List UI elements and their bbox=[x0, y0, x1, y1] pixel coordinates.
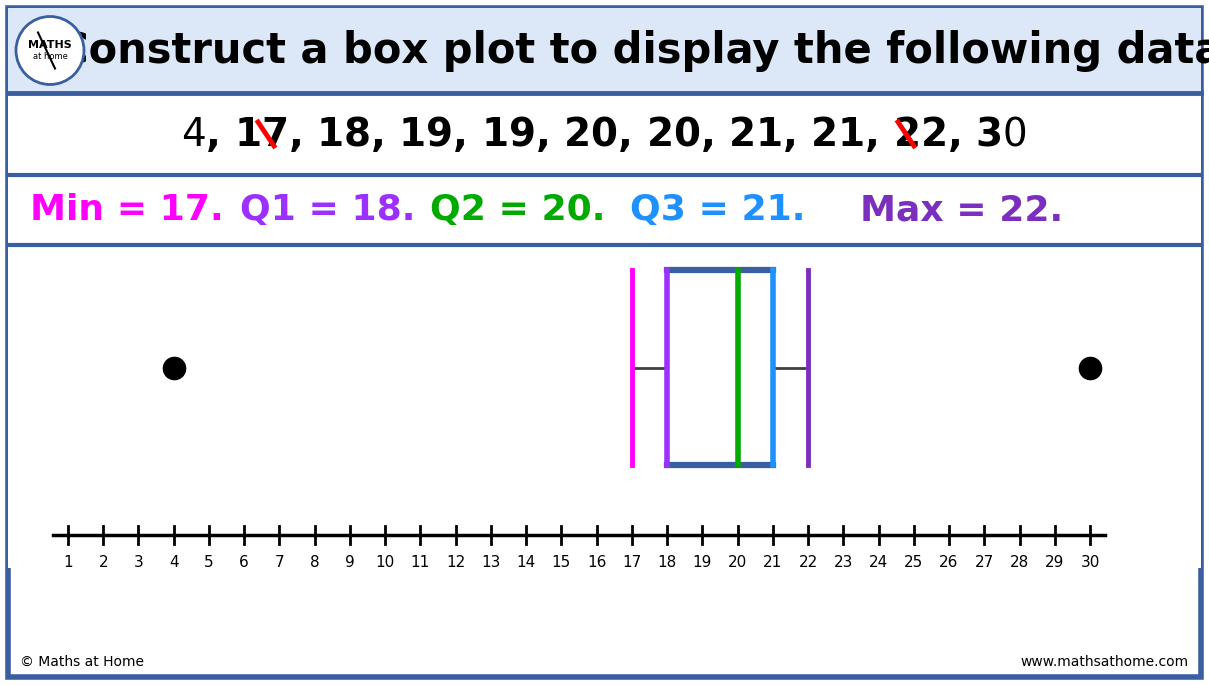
Text: Max = 22.: Max = 22. bbox=[860, 193, 1063, 227]
Text: 15: 15 bbox=[551, 555, 571, 570]
Text: Construct a box plot to display the following data: Construct a box plot to display the foll… bbox=[58, 29, 1209, 71]
Bar bbox=[8, 93, 1201, 175]
Text: 21: 21 bbox=[763, 555, 782, 570]
Text: 13: 13 bbox=[481, 555, 501, 570]
Text: 12: 12 bbox=[446, 555, 465, 570]
Text: 28: 28 bbox=[1010, 555, 1029, 570]
Text: 7: 7 bbox=[274, 555, 284, 570]
Text: 20: 20 bbox=[728, 555, 747, 570]
Text: 25: 25 bbox=[904, 555, 924, 570]
Circle shape bbox=[16, 16, 83, 84]
Text: 18: 18 bbox=[658, 555, 677, 570]
Text: Min = 17.: Min = 17. bbox=[30, 193, 224, 227]
Text: www.mathsathome.com: www.mathsathome.com bbox=[1020, 655, 1188, 669]
Bar bbox=[8, 8, 1201, 93]
Text: MATHS: MATHS bbox=[28, 40, 71, 49]
Text: 16: 16 bbox=[586, 555, 606, 570]
Text: 22: 22 bbox=[798, 555, 817, 570]
Text: 8: 8 bbox=[310, 555, 319, 570]
Text: Q2 = 20.: Q2 = 20. bbox=[430, 193, 606, 227]
Text: © Maths at Home: © Maths at Home bbox=[21, 655, 144, 669]
Text: 1: 1 bbox=[63, 555, 73, 570]
Text: 30: 30 bbox=[1081, 555, 1100, 570]
Bar bbox=[8, 245, 1201, 568]
Text: 9: 9 bbox=[345, 555, 354, 570]
Text: 10: 10 bbox=[376, 555, 395, 570]
Text: 29: 29 bbox=[1045, 555, 1064, 570]
Text: Q3 = 21.: Q3 = 21. bbox=[630, 193, 805, 227]
Text: 24: 24 bbox=[869, 555, 889, 570]
Text: 5: 5 bbox=[204, 555, 214, 570]
Text: 11: 11 bbox=[411, 555, 430, 570]
Text: $\it{4}$, 17, 18, 19, 19, 20, 20, 21, 21, 22, 3$\it{0}$: $\it{4}$, 17, 18, 19, 19, 20, 20, 21, 21… bbox=[181, 114, 1026, 154]
Text: 4: 4 bbox=[169, 555, 179, 570]
Text: 2: 2 bbox=[98, 555, 108, 570]
Text: 23: 23 bbox=[834, 555, 854, 570]
Text: 6: 6 bbox=[239, 555, 249, 570]
Text: 14: 14 bbox=[516, 555, 536, 570]
Text: 17: 17 bbox=[623, 555, 642, 570]
Text: 27: 27 bbox=[974, 555, 994, 570]
Text: Q1 = 18.: Q1 = 18. bbox=[241, 193, 416, 227]
Text: at home: at home bbox=[33, 52, 68, 61]
Text: 26: 26 bbox=[939, 555, 959, 570]
FancyBboxPatch shape bbox=[8, 8, 1201, 677]
Bar bbox=[667, 270, 773, 465]
Text: 19: 19 bbox=[693, 555, 712, 570]
Text: 3: 3 bbox=[134, 555, 144, 570]
Bar bbox=[8, 175, 1201, 245]
